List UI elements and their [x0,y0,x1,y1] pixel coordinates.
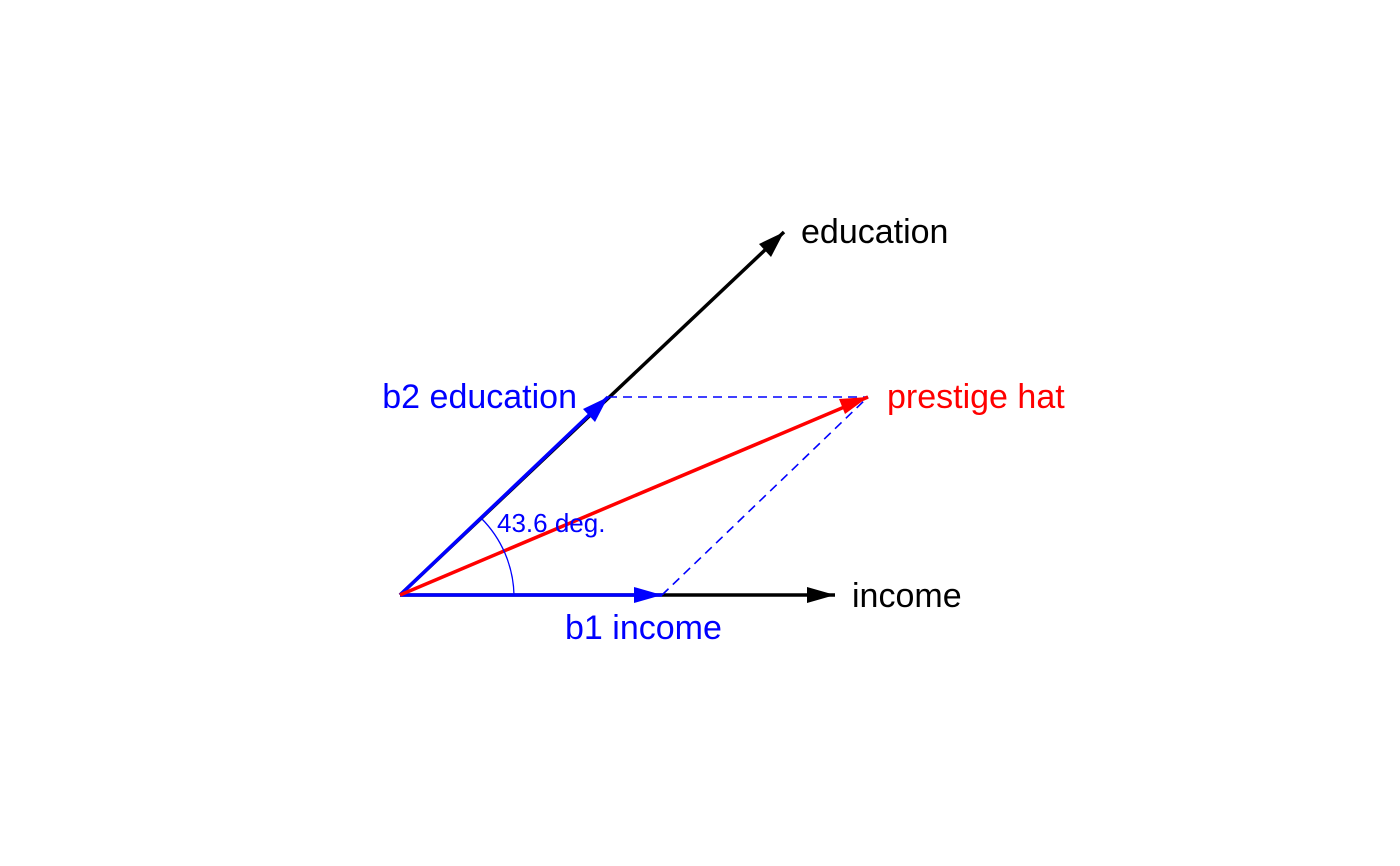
income-arrowhead [807,587,835,603]
fitted-vector [399,395,869,597]
b2-education-label: b2 education [382,378,577,416]
prestige-hat-label: prestige hat [887,378,1065,416]
component-vectors [398,395,662,603]
education-label: education [801,213,948,251]
b1-income-arrowhead [634,587,662,603]
b2-education-vector [398,395,610,597]
parallelogram-guides [608,396,869,596]
angle-arc [480,517,515,596]
prestige-hat-vector [399,395,869,597]
prestige-hat-arrowhead [839,397,868,414]
basis-vectors [398,230,835,603]
education-arrowhead [759,232,784,257]
angle-label: 43.6 deg. [497,508,605,538]
income-component-guide [661,396,869,596]
income-label: income [852,577,962,615]
b1-income-label: b1 income [565,609,722,647]
labels: education income prestige hat b2 educati… [382,213,1065,647]
b2-education-arrowhead [583,397,608,422]
